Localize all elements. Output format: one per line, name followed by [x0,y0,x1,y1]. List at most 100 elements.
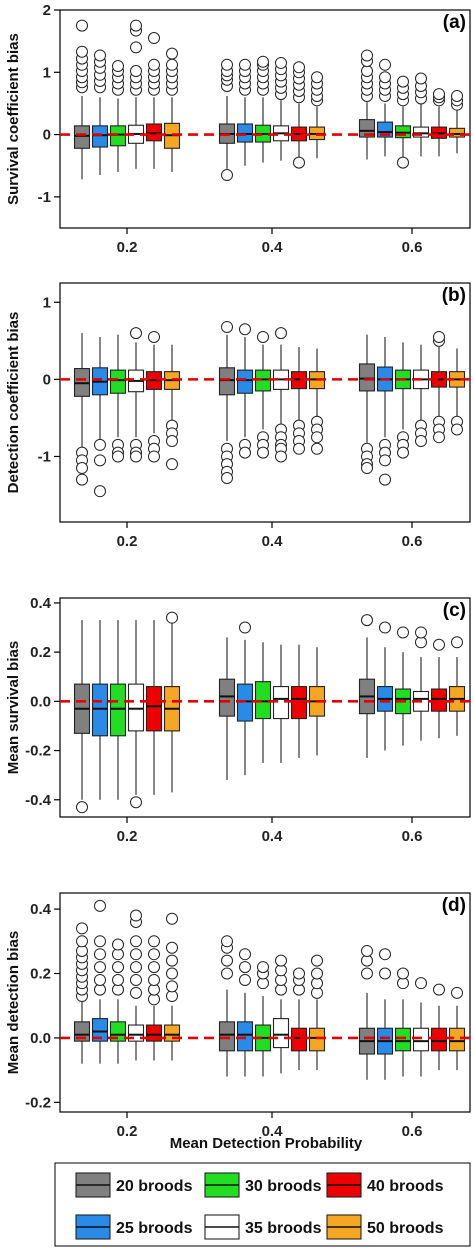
box-35-broods-0.6 [412,72,430,157]
y-tick-label: -1 [38,189,51,206]
outlier-point [379,967,391,980]
box-iqr [236,1021,254,1052]
outlier-point [76,45,88,58]
outlier-point [451,89,463,102]
y-tick-label: 0.4 [30,595,52,612]
box-50-broods-0.6 [448,636,466,736]
outlier-point [76,19,88,32]
outlier-point [221,967,233,980]
outlier-point [76,922,88,935]
box-30-broods-0.2 [109,938,127,1064]
box-40-broods-0.2 [145,935,163,1061]
box-25-broods-0.6 [376,621,394,751]
outlier-point [397,446,409,459]
outlier-point [361,967,373,980]
box-iqr [109,369,127,394]
y-tick-label: 0.2 [30,644,51,661]
outlier-point [148,961,160,974]
outlier-point [239,58,251,71]
outlier-point [112,938,124,951]
box-iqr [448,1027,466,1052]
outlier-point [130,986,142,999]
box-iqr [430,1027,448,1052]
legend-label: 25 broods [116,1220,193,1237]
outlier-point [415,626,427,639]
outlier-point [293,967,305,980]
x-tick-label: 0.4 [262,239,284,256]
box-20-broods-0.6 [358,614,376,758]
outlier-point [433,330,445,343]
legend-label: 50 broods [367,1220,444,1237]
outlier-point [94,454,106,467]
outlier-point [415,977,427,990]
y-tick-label: -0.2 [25,1094,51,1111]
box-iqr [412,1027,430,1052]
plot-frame [59,892,471,1113]
y-tick-label: -1 [38,448,51,465]
outlier-point [130,961,142,974]
box-30-broods-0.6 [394,967,412,1077]
outlier-point [257,330,269,343]
box-20-broods-0.2 [73,620,91,814]
outlier-point [361,614,373,627]
y-tick-label: 0.0 [30,693,51,710]
outlier-point [239,446,251,459]
box-25-broods-0.2 [91,336,109,498]
box-35-broods-0.2 [127,909,145,1061]
legend-item-50-broods: 50 broods [326,1214,444,1240]
outlier-point [257,446,269,459]
box-30-broods-0.6 [394,75,412,169]
box-30-broods-0.6 [394,342,412,459]
outlier-point [433,431,445,444]
box-iqr [218,1021,236,1052]
box-20-broods-0.4 [218,637,236,781]
panel-d: -0.20.00.20.40.20.40.60.8Mean detection … [5,892,471,1140]
outlier-point [397,626,409,639]
box-iqr [91,1018,109,1042]
plot-frame [59,282,471,523]
outlier-point [94,935,106,948]
x-tick-label: 0.6 [402,828,423,845]
outlier-point [275,56,287,69]
outlier-point [166,47,178,60]
y-tick-label: -0.4 [25,792,52,809]
legend-item-30-broods: 30 broods [204,1172,322,1198]
y-tick-label: 0.4 [30,901,52,918]
box-iqr [109,1021,127,1042]
legend-label: 35 broods [245,1220,322,1237]
outlier-point [94,948,106,961]
box-25-broods-0.4 [236,58,254,166]
outlier-point [148,948,160,961]
box-iqr [394,1027,412,1052]
box-20-broods-0.6 [358,334,376,475]
box-20-broods-0.2 [73,333,91,486]
box-iqr [127,683,145,732]
outlier-point [397,156,409,169]
y-tick-label: 0.0 [30,1030,51,1047]
outlier-point [275,450,287,463]
box-iqr [218,678,236,717]
box-40-broods-0.4 [290,967,308,1071]
outlier-point [130,973,142,986]
outlier-point [130,935,142,948]
x-tick-label: 0.4 [262,1123,284,1140]
outlier-point [415,435,427,448]
box-20-broods-0.4 [218,935,236,1077]
x-tick-label: 0.2 [117,1123,138,1140]
outlier-point [166,912,178,925]
outlier-point [361,65,373,78]
box-40-broods-0.4 [290,644,308,758]
box-35-broods-0.2 [127,327,145,463]
outlier-point [130,796,142,809]
outlier-point [257,55,269,68]
box-20-broods-0.2 [73,922,91,1064]
box-iqr [358,119,376,138]
outlier-point [148,935,160,948]
panel-label: (c) [443,600,466,621]
outlier-point [451,423,463,436]
box-40-broods-0.6 [430,88,448,157]
box-40-broods-0.6 [430,638,448,739]
x-tick-label: 0.2 [117,239,138,256]
